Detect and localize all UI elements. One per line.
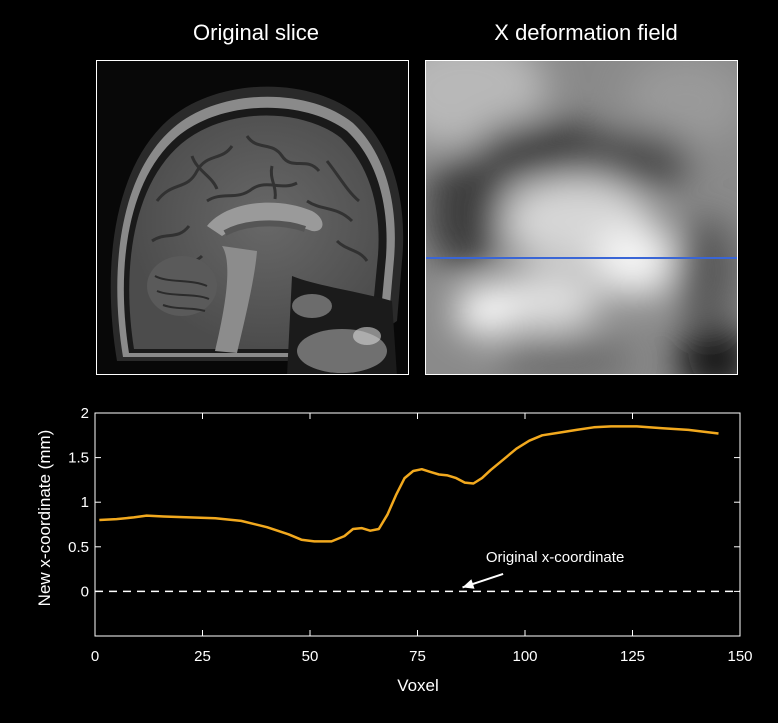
y-axis-label: New x-coordinate (mm) [35, 430, 54, 607]
y-tick-label: 1 [81, 494, 89, 511]
y-tick-label: 0.5 [68, 539, 89, 556]
y-tick-label: 0 [81, 583, 89, 600]
plot-frame [94, 412, 741, 637]
deformation-field-illustration [426, 61, 737, 374]
line-chart: 0 25 50 75 100 125 150 0 0.5 1 1.5 2 Original x-coo… [0, 395, 778, 718]
deformation-field-title: X deformation field [494, 20, 678, 45]
annotation-label: Original x-coordinate [486, 549, 624, 566]
original-slice-title: Original slice [193, 20, 319, 45]
x-tick-label: 150 [727, 648, 752, 665]
x-tick-label: 50 [302, 648, 319, 665]
brain-mri-illustration [97, 61, 408, 374]
new-x-coordinate-line [99, 425, 719, 543]
original-slice-image [96, 60, 409, 375]
y-tick-label: 2 [81, 405, 89, 422]
deformation-field-image [425, 60, 738, 375]
chart-svg: 0 25 50 75 100 125 150 0 0.5 1 1.5 2 Original x-coo… [35, 405, 753, 695]
y-tick-label: 1.5 [68, 450, 89, 467]
x-tick-label: 75 [409, 648, 426, 665]
annotation-arrow-head [462, 579, 475, 589]
x-tick-label: 0 [91, 648, 99, 665]
x-tick-label: 100 [512, 648, 537, 665]
x-tick-label: 25 [194, 648, 211, 665]
x-axis-label: Voxel [397, 676, 439, 695]
x-tick-label: 125 [620, 648, 645, 665]
